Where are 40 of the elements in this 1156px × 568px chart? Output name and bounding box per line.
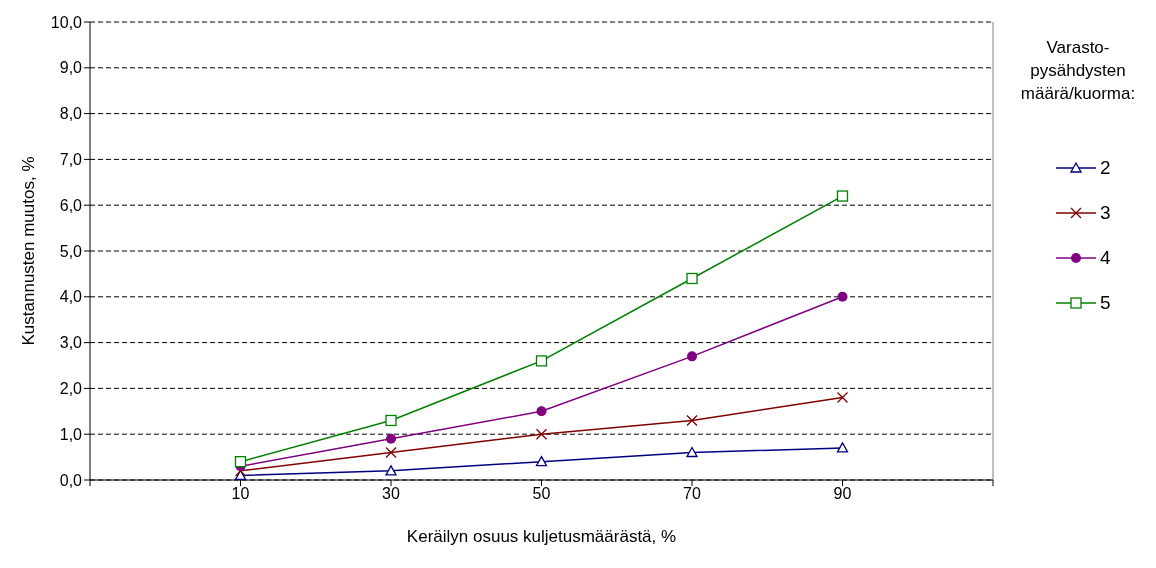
legend-label: 5 — [1100, 291, 1111, 314]
y-tick-label: 4,0 — [59, 288, 83, 306]
point — [836, 391, 849, 404]
y-tick-label: 8,0 — [59, 105, 83, 123]
point — [535, 456, 548, 467]
x-tick-label: 30 — [382, 485, 400, 503]
point — [836, 190, 849, 202]
y-tick-label: 3,0 — [59, 334, 83, 352]
legend-title: Varasto-pysähdysten määrä/kuorma: — [1019, 37, 1137, 105]
y-tick-label: 7,0 — [59, 151, 83, 169]
x-tick-label: 90 — [833, 485, 852, 503]
x-axis-title: Keräilyn osuus kuljetusmäärästä, % — [406, 527, 677, 546]
y-tick-label: 1,0 — [59, 425, 83, 443]
point — [686, 414, 698, 427]
legend-label: 2 — [1100, 156, 1111, 179]
point — [386, 433, 396, 444]
y-tick-label: 10,0 — [50, 13, 83, 31]
y-tick-label: 0,0 — [59, 471, 83, 489]
legend-label: 3 — [1100, 201, 1111, 224]
point — [535, 355, 548, 367]
x-tick-label: 10 — [231, 485, 250, 503]
point — [234, 456, 247, 468]
point — [385, 465, 397, 476]
point — [837, 291, 848, 302]
point — [686, 272, 698, 285]
y-tick-label: 9,0 — [59, 59, 83, 77]
point — [687, 351, 697, 362]
y-tick-label: 2,0 — [59, 380, 83, 398]
y-tick-label: 5,0 — [59, 242, 83, 260]
point — [385, 446, 397, 459]
point — [686, 446, 698, 458]
y-axis-title: Kustannusten muutos, % — [19, 156, 39, 346]
legend-label: 4 — [1100, 246, 1111, 269]
point — [536, 406, 547, 417]
point — [385, 414, 397, 427]
y-tick-label: 6,0 — [59, 196, 83, 214]
x-tick-label: 70 — [683, 485, 701, 503]
x-tick-label: 50 — [532, 485, 551, 503]
point — [836, 442, 849, 453]
point — [535, 428, 548, 440]
